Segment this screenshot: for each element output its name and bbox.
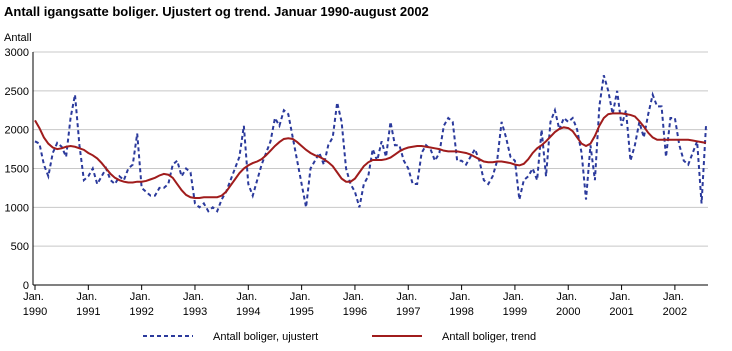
legend-label: Antall boliger, ujustert (213, 331, 318, 343)
x-tick-label: Jan. 1994 (236, 291, 260, 318)
y-axis-label: Antall (4, 32, 32, 44)
x-tick-label: Jan. 1995 (289, 291, 313, 318)
x-tick-label: Jan. 2000 (556, 291, 580, 318)
x-tick-label: Jan. 1999 (503, 291, 527, 318)
x-tick-label: Jan. 1998 (449, 291, 473, 318)
x-tick-label: Jan. 1992 (129, 291, 153, 318)
legend-label: Antall boliger, trend (442, 331, 536, 343)
y-tick-label: 0 (23, 280, 29, 292)
x-tick-label: Jan. 1997 (396, 291, 420, 318)
x-tick-label: Jan. 1990 (23, 291, 47, 318)
chart-title: Antall igangsatte boliger. Ujustert og t… (4, 4, 429, 19)
y-tick-label: 2500 (5, 86, 29, 98)
x-tick-label: Jan. 1993 (183, 291, 207, 318)
y-tick-label: 1500 (5, 164, 29, 176)
y-tick-label: 1000 (5, 202, 29, 214)
y-tick-label: 2000 (5, 125, 29, 137)
y-tick-label: 3000 (5, 47, 29, 59)
y-tick-label: 500 (11, 241, 29, 253)
series-line (34, 112, 707, 200)
x-tick-label: Jan. 1991 (76, 291, 100, 318)
x-tick-label: Jan. 2002 (663, 291, 687, 318)
x-tick-label: Jan. 2001 (609, 291, 633, 318)
series-line (34, 75, 707, 213)
x-tick-label: Jan. 1996 (343, 291, 367, 318)
